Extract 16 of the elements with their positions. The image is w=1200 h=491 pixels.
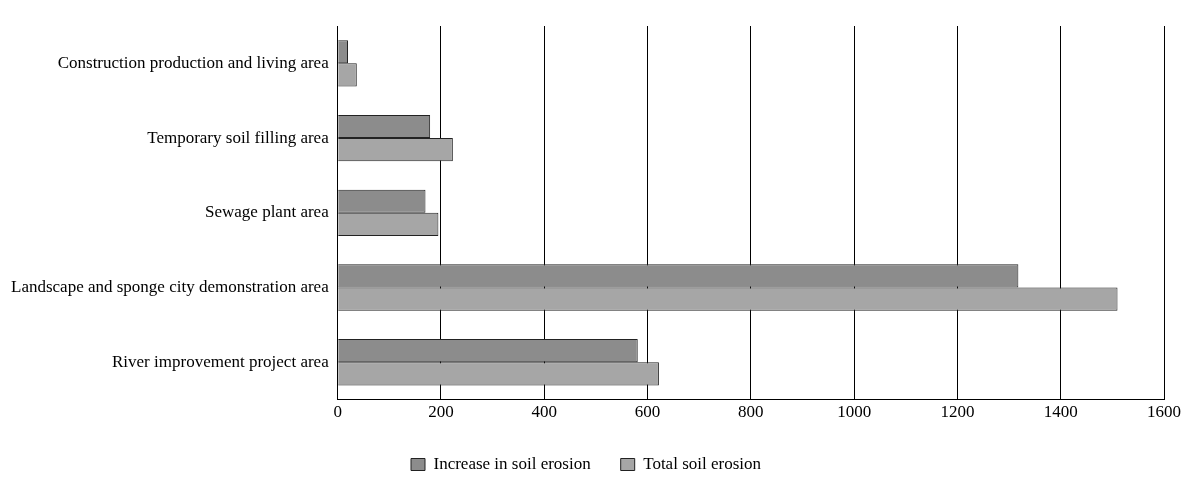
y-tick-label: Construction production and living area: [57, 52, 330, 72]
x-tick-label: 200: [428, 402, 454, 422]
x-tick-label: 1600: [1147, 402, 1181, 422]
x-tick-label: 1000: [837, 402, 872, 422]
x-tick-label: 1400: [1043, 402, 1078, 422]
x-tick-label: 800: [738, 402, 764, 422]
y-tick-label: Sewage plant area: [205, 202, 330, 222]
y-tick-label: Temporary soil filling area: [147, 127, 330, 147]
x-tick-label: 1200: [940, 402, 975, 422]
legend-label: Total soil erosion: [643, 453, 762, 473]
x-tick-label: 0: [333, 402, 342, 422]
legend-label: Increase in soil erosion: [433, 453, 592, 473]
x-tick-label: 600: [634, 402, 661, 422]
y-tick-label: River improvement project area: [112, 351, 330, 371]
x-tick-label: 400: [531, 402, 558, 422]
y-tick-label: Landscape and sponge city demonstration area: [11, 276, 330, 296]
